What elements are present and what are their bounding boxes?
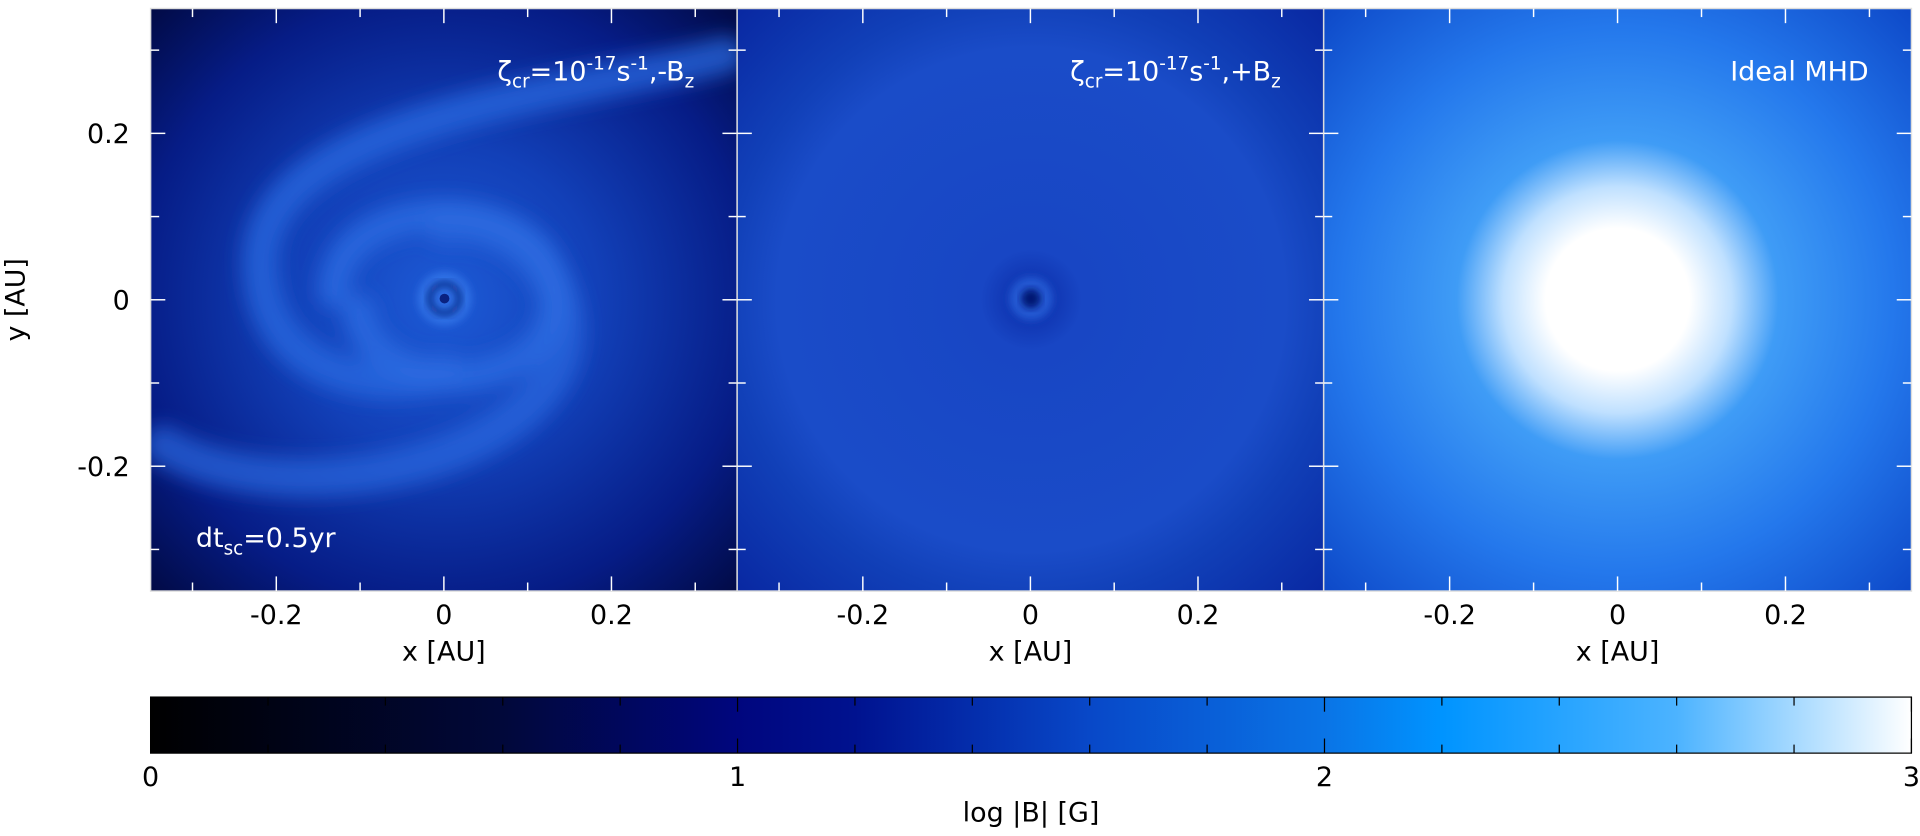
field-image — [1323, 8, 1912, 592]
annotation-run: cr — [1085, 72, 1103, 93]
y-tick-label: 0.2 — [87, 119, 130, 150]
x-tick-label: -0.2 — [250, 600, 303, 631]
x-tick-label: 0.2 — [1177, 600, 1220, 631]
x-tick-label: -0.2 — [1423, 600, 1476, 631]
spiral-arm — [242, 36, 738, 399]
core — [1021, 288, 1041, 309]
annotation-run: ζ — [1070, 56, 1085, 87]
annotation-run: -1 — [1203, 54, 1221, 75]
annotation-run: cr — [512, 72, 530, 93]
colorbar-tick-label: 0 — [142, 762, 159, 793]
annotation-run: dt — [196, 523, 224, 554]
y-tick-label: 0 — [113, 286, 130, 317]
annotation: Ideal MHD — [1730, 56, 1868, 87]
annotation-run: -17 — [1159, 54, 1189, 75]
annotation-run: =0.5yr — [243, 523, 336, 554]
x-tick-label: 0 — [1609, 600, 1626, 631]
annotation: ζcr=10-17s-1,-Bz — [497, 54, 694, 93]
core — [439, 293, 450, 304]
annotation-run: =10 — [1102, 56, 1159, 87]
x-tick-label: 0 — [435, 600, 452, 631]
y-axis-label: y [AU] — [0, 258, 31, 341]
annotation-run: sc — [224, 539, 244, 560]
annotation-run: s — [1189, 56, 1203, 87]
annotation-run: -17 — [587, 54, 617, 75]
spiral-arm — [318, 199, 571, 392]
y-tick-label: -0.2 — [77, 452, 130, 483]
annotation-run: s — [617, 56, 631, 87]
annotation: ζcr=10-17s-1,+Bz — [1070, 54, 1281, 93]
annotation-run: Ideal MHD — [1730, 56, 1868, 87]
x-tick-label: -0.2 — [837, 600, 890, 631]
field-background — [1323, 8, 1912, 592]
colorbar-label: log |B| [G] — [963, 797, 1100, 828]
colorbar-tick-label: 3 — [1903, 762, 1920, 793]
x-axis-label: x [AU] — [989, 637, 1073, 668]
x-tick-label: 0.2 — [590, 600, 633, 631]
x-tick-label: 0 — [1022, 600, 1039, 631]
annotation-run: -1 — [631, 54, 649, 75]
spiral-arms — [150, 36, 738, 497]
field-image — [737, 8, 1324, 592]
field-image — [150, 8, 738, 592]
colorbar-tick-label: 2 — [1316, 762, 1333, 793]
x-tick-label: 0.2 — [1764, 600, 1807, 631]
x-axis-label: x [AU] — [1576, 637, 1660, 668]
annotation: dtsc=0.5yr — [196, 523, 337, 559]
annotation-run: ,-B — [649, 56, 685, 87]
annotation-run: ζ — [497, 56, 512, 87]
annotation-run: ,+B — [1222, 56, 1272, 87]
annotation-run: =10 — [530, 56, 587, 87]
colorbar-tick-label: 1 — [729, 762, 746, 793]
colorbar — [150, 696, 1913, 754]
annotation-run: z — [1271, 72, 1281, 93]
annotation-run: z — [685, 72, 695, 93]
x-axis-label: x [AU] — [402, 637, 486, 668]
core-ring — [427, 281, 462, 316]
